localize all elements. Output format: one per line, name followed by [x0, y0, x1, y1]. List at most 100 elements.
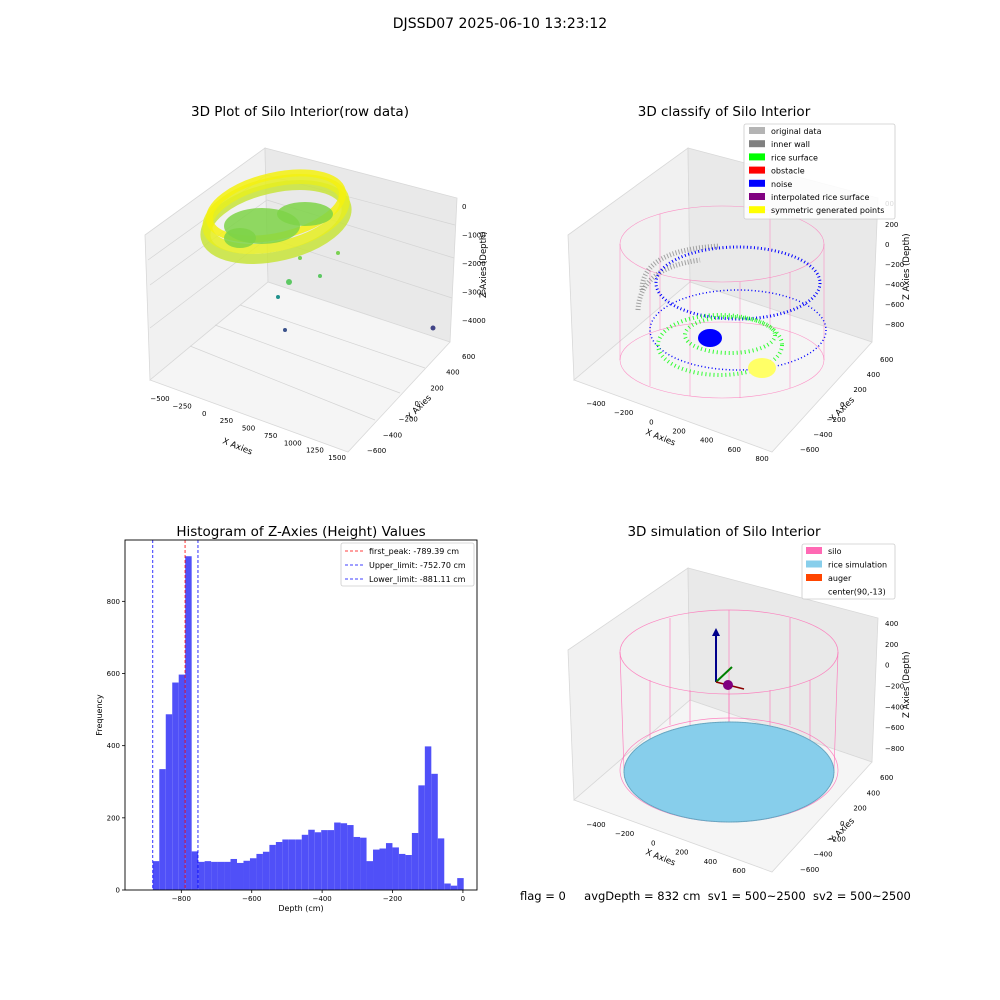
histogram-xtick-label-0: −800: [172, 895, 191, 903]
histogram-frame: [124, 539, 478, 891]
histogram-bar-46: [450, 885, 458, 890]
panel2-xtick-tick-5: 600: [728, 446, 741, 454]
histogram-bar-6: [191, 851, 199, 890]
histogram-bar-40: [411, 832, 419, 890]
histogram-bar-31: [353, 836, 361, 890]
histogram-legend-label-2: Lower_limit: -881.11 cm: [369, 575, 466, 584]
panel4-legend-label-3: center(90,-13): [828, 588, 886, 597]
panel1-ztick-tick-3: −3000: [462, 289, 486, 297]
histogram-bar-3: [172, 682, 179, 890]
panel4-ztick-tick-6: −800: [885, 745, 904, 753]
panel2-ytick-tick-6: 600: [880, 356, 893, 364]
panel4-legend-swatch-3: [806, 587, 822, 595]
panel2-ytick-tick-4: 200: [853, 386, 866, 394]
panel4-xtick-tick-4: 400: [704, 858, 717, 866]
histogram-bar-1: [159, 769, 166, 890]
panel2-legend-swatch-3: [749, 166, 765, 174]
panel1-chart: −500 −250 0 250 500 750 1000 1250 1500 −600 −400 −2…: [144, 147, 489, 462]
panel1-ytick-tick-4: 200: [430, 384, 443, 392]
panel1-xtick-tick-0: −500: [150, 395, 169, 403]
histogram-bar-17: [262, 851, 270, 890]
panel1-ztick-tick-1: −1000: [462, 232, 486, 240]
panel4-xtick-tick-1: −200: [615, 830, 634, 838]
panel4-legend-frame: [801, 543, 896, 600]
histogram-ytick-label-4: 800: [107, 598, 120, 606]
histogram-xtick-label-2: −400: [313, 895, 332, 903]
panel4-legend-swatch-0: [806, 547, 822, 554]
histogram-bar-16: [256, 853, 263, 890]
panel4-legend-label-2: auger: [828, 574, 852, 583]
panel4-ztick-tick-2: 0: [885, 662, 889, 670]
panel2-inner-wall: [635, 243, 721, 311]
histogram-bar-4: [178, 674, 186, 890]
panel1-panes: [144, 147, 458, 453]
panel2-rice-surface: [656, 313, 784, 377]
panel1-ytick-tick-5: 400: [446, 369, 459, 377]
panel2-ztick-tick-0: 200: [885, 221, 898, 229]
panel4-xtick-tick-3: 200: [675, 849, 688, 857]
panel2-ztick-tick-4: −600: [885, 301, 904, 309]
histogram-bar-5: [185, 556, 192, 890]
panel4-ytick-tick-5: 400: [867, 789, 880, 797]
histogram-bar-24: [308, 829, 315, 890]
panel4-legend-label-1: rice simulation: [828, 561, 887, 570]
histogram-legend-label-0: first_peak: -789.39 cm: [369, 547, 459, 556]
panel2-legend-label-3: obstacle: [771, 167, 805, 176]
footer-sv2: sv2 = 500~2500: [812, 889, 911, 903]
panel2-ytick-tick-1: −400: [813, 431, 832, 439]
histogram-bar-39: [405, 855, 412, 890]
histogram-bar-34: [373, 849, 380, 890]
histogram-ytick-label-2: 400: [107, 742, 120, 750]
panel4-title: 3D simulation of Silo Interior: [627, 524, 821, 540]
histogram-xtick-label-4: 0: [461, 895, 465, 903]
histogram-x-ticks: −800 −600 −400 −200 0: [172, 890, 465, 903]
panel2-legend-swatch-0: [749, 127, 765, 134]
panel2-legend-label-0: original data: [771, 127, 822, 136]
histogram-bar-20: [282, 839, 289, 890]
panel2-legend: original data inner wall rice surface obsta…: [743, 123, 896, 220]
panel4-ztick-tick-3: −200: [885, 683, 904, 691]
figure-suptitle: DJSSD07 2025-06-10 13:23:12: [392, 16, 608, 32]
panel4-ytick-tick-0: −600: [800, 866, 819, 874]
panel2-ytick-tick-5: 400: [867, 371, 880, 379]
panel1-ytick-tick-1: −400: [383, 431, 402, 439]
histogram-bar-23: [301, 834, 309, 890]
panel1-xtick-tick-1: −250: [173, 402, 192, 410]
panel4-legend-swatch-2: [806, 574, 822, 581]
histogram-legend-frame: [340, 542, 475, 587]
panel1-xtick-tick-2: 0: [202, 410, 206, 418]
histogram-bars: [152, 556, 464, 890]
histogram-bar-21: [288, 839, 296, 890]
panel2-noise-ring: [649, 245, 827, 371]
panel1-ztick-tick-0: 0: [462, 203, 466, 211]
histogram-bar-47: [457, 878, 464, 890]
histogram-bar-38: [398, 853, 406, 890]
panel4-legend-label-0: silo: [828, 547, 842, 556]
histogram-title: Histogram of Z-Axies (Height) Values: [176, 524, 426, 540]
panel2-legend-swatch-5: [749, 193, 765, 200]
panel2-ztick-tick-1: 0: [885, 241, 889, 249]
panel2-xtick-tick-2: 0: [649, 418, 653, 426]
panel1-xtick-tick-3: 250: [220, 417, 233, 425]
panel2-xtick-tick-4: 400: [700, 437, 713, 445]
panel2-legend-frame: [743, 123, 896, 220]
panel4-xtick-tick-0: −400: [586, 821, 605, 829]
panel2-xtick-tick-1: −200: [614, 409, 633, 417]
panel1-xtick-tick-4: 500: [242, 425, 255, 433]
footer-avg-depth: avgDepth = 832 cm: [584, 889, 701, 903]
panel4-ztick-tick-5: −600: [885, 724, 904, 732]
panel2-xtick-tick-0: −400: [586, 400, 605, 408]
histogram-legend: first_peak: -789.39 cm Upper_limit: -752.…: [340, 542, 475, 587]
panel4-ztick-tick-0: 400: [885, 620, 898, 628]
panel4-xtick-tick-5: 600: [732, 867, 745, 875]
histogram-bar-33: [366, 861, 374, 890]
panel2-ztick-tick-2: −200: [885, 261, 904, 269]
footer-sv1: sv1 = 500~2500: [707, 889, 806, 903]
histogram-bar-9: [211, 861, 218, 890]
panel1-ytick-tick-0: −600: [367, 447, 386, 455]
panel2-ztick-tick-5: −800: [885, 321, 904, 329]
panel4-legend: silo rice simulation auger center(90,-13): [801, 543, 896, 600]
histogram-bar-12: [230, 858, 238, 890]
